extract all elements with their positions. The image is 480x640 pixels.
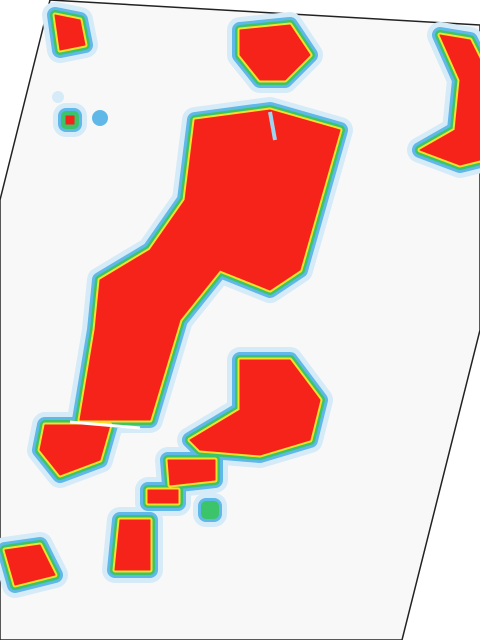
heat-dot — [52, 91, 64, 103]
gap-line — [69, 420, 141, 430]
heat-blobs — [5, 15, 480, 585]
heat-dot — [92, 110, 108, 126]
gap-line — [268, 111, 277, 141]
